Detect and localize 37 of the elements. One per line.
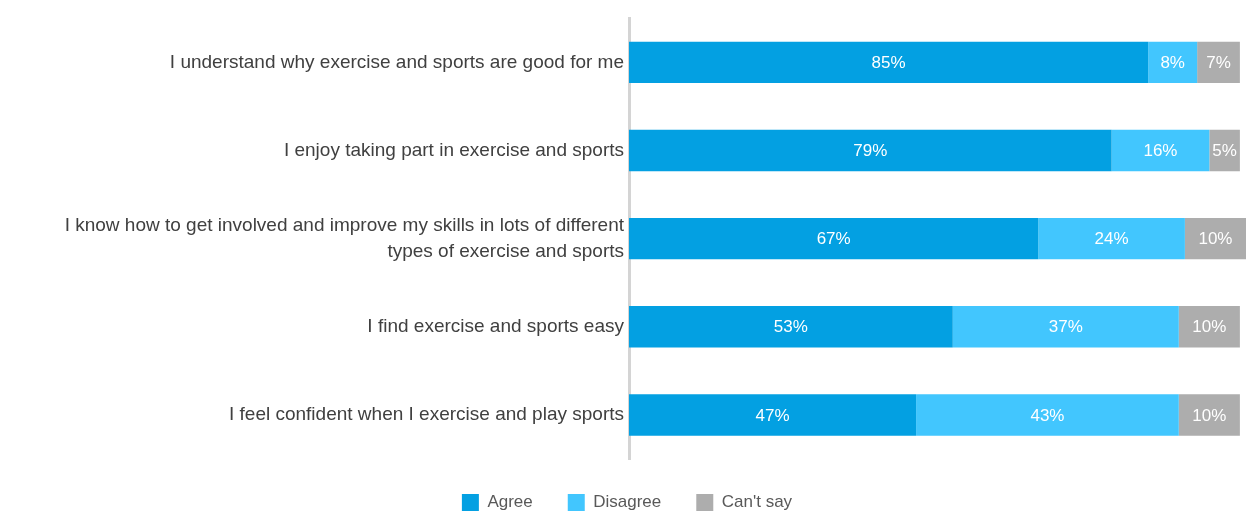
bar xyxy=(1184,217,1246,260)
legend-label: Agree xyxy=(487,492,533,512)
data-label: 10% xyxy=(1192,405,1227,425)
y-tick-label: I know how to get involved and improve my skills in lots of different types of exercise and sports xyxy=(64,213,625,262)
bar xyxy=(629,41,1149,84)
data-label: 24% xyxy=(1094,229,1129,249)
y-tick-label: I find exercise and sports easy xyxy=(367,315,625,337)
data-label: 53% xyxy=(773,317,808,337)
data-label: 47% xyxy=(755,405,790,425)
bar xyxy=(1178,306,1240,348)
data-label: 16% xyxy=(1143,141,1178,161)
data-label: 10% xyxy=(1192,317,1227,337)
y-tick-label: I understand why exercise and sports are good for me xyxy=(169,50,624,72)
data-label: 43% xyxy=(1030,405,1065,425)
bar xyxy=(1178,394,1240,436)
data-label: 85% xyxy=(871,53,906,73)
bar xyxy=(916,394,1179,436)
bar xyxy=(952,306,1179,348)
data-label: 5% xyxy=(1212,141,1237,161)
data-label: 67% xyxy=(816,229,851,249)
bar xyxy=(1111,129,1210,172)
data-label: 79% xyxy=(853,141,888,161)
y-tick-label: I feel confident when I exercise and play sports xyxy=(228,403,624,425)
bar xyxy=(629,129,1112,172)
bar xyxy=(629,217,1039,260)
data-label: 10% xyxy=(1198,229,1233,249)
bar xyxy=(1197,41,1240,84)
data-label: 7% xyxy=(1206,53,1231,73)
y-tick-label: I enjoy taking part in exercise and sports xyxy=(283,138,624,160)
data-label: 37% xyxy=(1048,317,1083,337)
bar xyxy=(1038,217,1185,260)
legend-label: Disagree xyxy=(593,492,662,512)
data-label: 8% xyxy=(1160,53,1185,73)
bar xyxy=(629,306,953,348)
bar xyxy=(629,394,917,436)
bar xyxy=(1148,41,1198,84)
legend-label: Can't say xyxy=(721,492,793,512)
